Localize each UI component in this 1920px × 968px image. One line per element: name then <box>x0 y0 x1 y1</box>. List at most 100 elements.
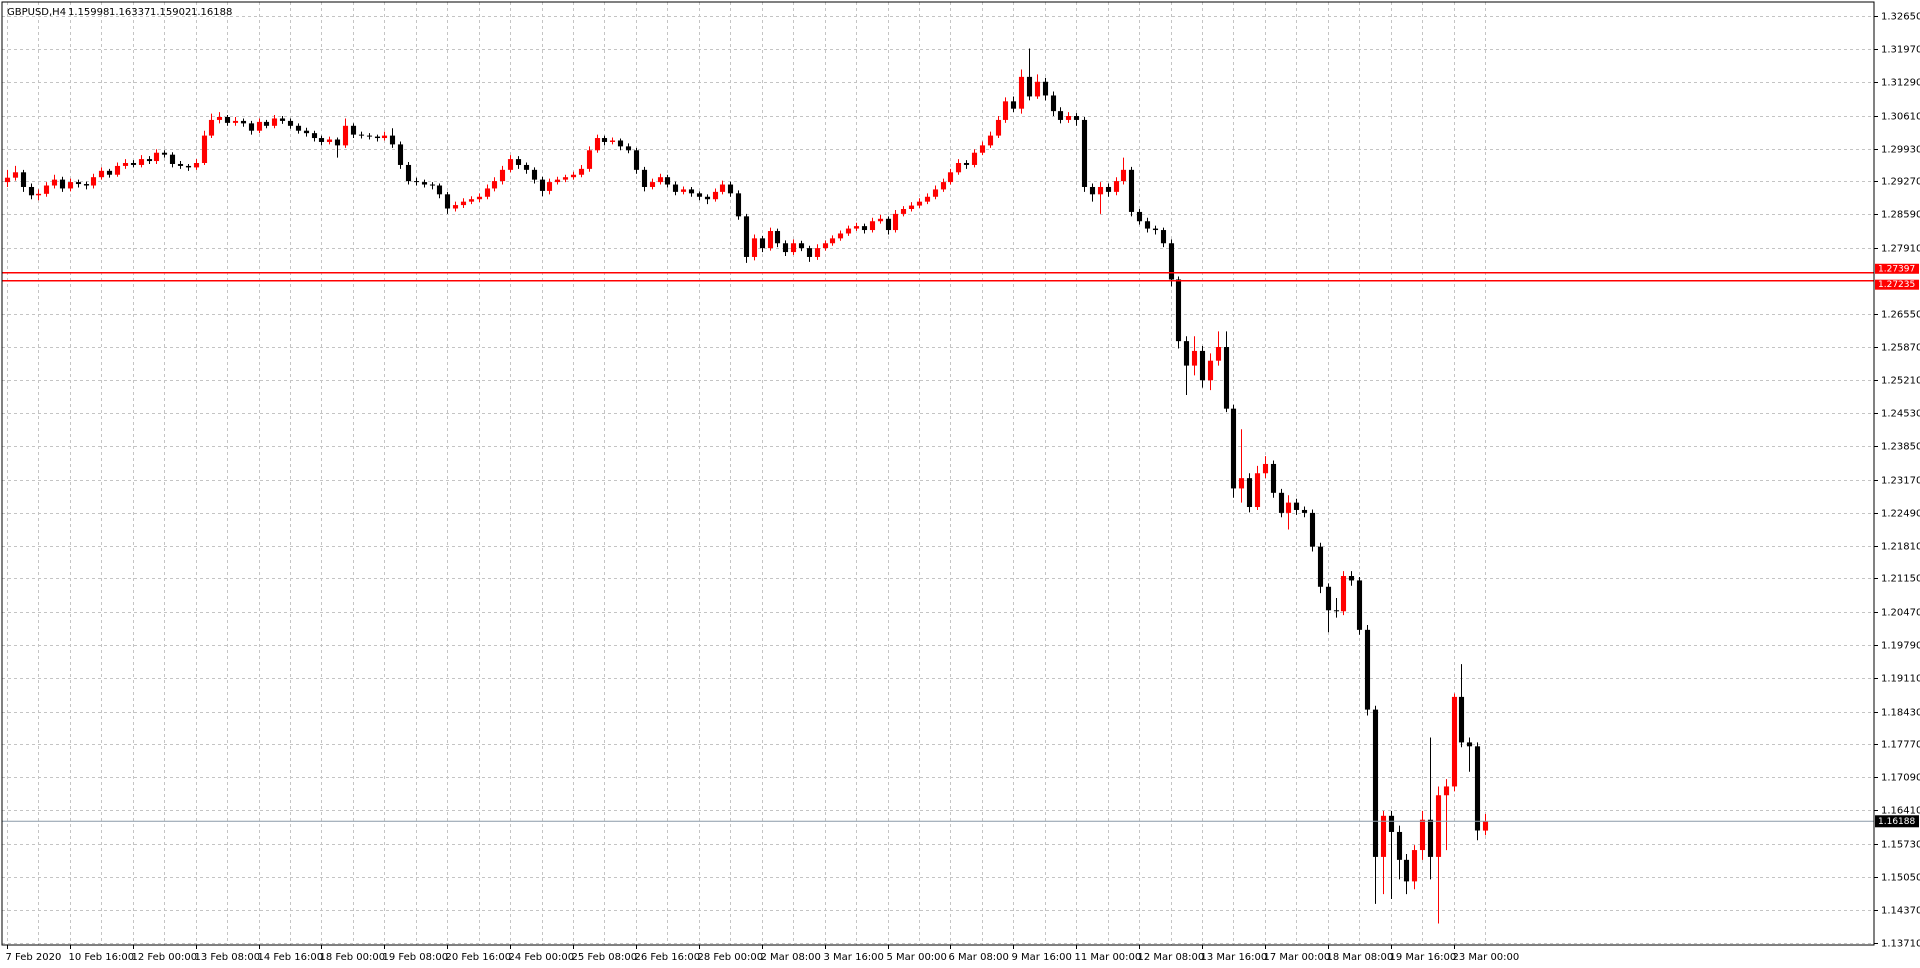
candle-body <box>153 152 160 162</box>
candle-body <box>122 163 129 166</box>
price-label: 1.16188 <box>1878 817 1915 827</box>
candle-body <box>743 216 750 257</box>
candle-body <box>1160 230 1167 244</box>
candle-body <box>161 152 168 155</box>
candle-body <box>1050 95 1057 112</box>
candle-body <box>601 138 608 142</box>
y-tick-label: 1.17770 <box>1881 740 1920 751</box>
header: GBPUSD,H4 1.15998 1.16337 1.15902 1.1618… <box>7 7 232 18</box>
x-tick-label: 5 Mar 00:00 <box>887 952 947 963</box>
candle-body <box>798 243 805 249</box>
candle-body <box>106 170 113 175</box>
candle-body <box>562 177 569 180</box>
candle-body <box>853 226 860 229</box>
candle-body <box>491 181 498 189</box>
candle-body <box>287 120 294 126</box>
candle-body <box>185 165 192 168</box>
candle-body <box>1081 119 1088 187</box>
candle-body <box>1105 186 1112 192</box>
candle-body <box>59 179 66 189</box>
candle-body <box>1152 228 1159 231</box>
y-tick-label: 1.15730 <box>1881 840 1920 851</box>
y-tick-label: 1.19110 <box>1881 674 1920 685</box>
x-tick-label: 28 Feb 00:00 <box>698 952 764 963</box>
level-label-box <box>1875 263 1919 274</box>
candle-body <box>971 152 978 165</box>
x-tick-label: 6 Mar 08:00 <box>949 952 1009 963</box>
candle-body <box>1057 111 1064 120</box>
candle-body <box>1238 478 1245 489</box>
candle-body <box>515 159 522 165</box>
candle-body <box>311 133 318 139</box>
candle-body <box>1215 347 1222 361</box>
y-tick-label: 1.26550 <box>1881 310 1920 321</box>
candle-body <box>657 177 664 183</box>
x-tick-label: 25 Feb 08:00 <box>572 952 638 963</box>
candle-body <box>334 139 341 146</box>
x-tick-label: 12 Mar 08:00 <box>1138 952 1205 963</box>
candle-body <box>20 172 27 187</box>
candle-body <box>1356 580 1363 630</box>
candle-body <box>586 150 593 169</box>
candle-body <box>1191 350 1198 366</box>
candle-body <box>617 140 624 147</box>
candle-body <box>460 201 467 206</box>
candle-body <box>1034 81 1041 97</box>
x-tick-label: 14 Feb 16:00 <box>258 952 324 963</box>
candle-body <box>224 117 231 123</box>
candle-body <box>1254 473 1261 508</box>
candle-body <box>955 163 962 173</box>
candle-body <box>539 179 546 191</box>
plot-frame <box>1 1 1875 946</box>
candle-body <box>1317 546 1324 587</box>
candle-body <box>1089 186 1096 195</box>
x-tick-label: 26 Feb 16:00 <box>635 952 701 963</box>
candle-body <box>1230 408 1237 489</box>
candle-body <box>578 168 585 175</box>
candle-body <box>240 120 247 124</box>
candle-body <box>672 184 679 192</box>
candle-body <box>358 134 365 136</box>
candle-body <box>452 205 459 209</box>
candle-body <box>1419 819 1426 851</box>
candle-body <box>908 205 915 209</box>
y-tick-label: 1.29270 <box>1881 177 1920 188</box>
x-tick-label: 18 Feb 00:00 <box>320 952 386 963</box>
x-tick-label: 20 Feb 16:00 <box>446 952 512 963</box>
candle-body <box>814 248 821 257</box>
candle-body <box>1262 463 1269 474</box>
candle-body <box>1364 629 1371 710</box>
candle-body <box>1388 815 1395 832</box>
candle-body <box>1183 341 1190 366</box>
candle-body <box>1223 347 1230 409</box>
candle-body <box>806 248 813 257</box>
candle-body <box>649 182 656 187</box>
candle-body <box>1278 492 1285 513</box>
y-tick-label: 1.20470 <box>1881 608 1920 619</box>
x-tick-label: 10 Feb 16:00 <box>69 952 135 963</box>
candles <box>2 48 1874 924</box>
x-tick-label: 19 Feb 08:00 <box>383 952 449 963</box>
candle-body <box>1466 742 1473 747</box>
y-tick-label: 1.32650 <box>1881 12 1920 23</box>
y-tick-label: 1.21150 <box>1881 574 1920 585</box>
x-tick-label: 11 Mar 00:00 <box>1075 952 1142 963</box>
x-tick-label: 12 Feb 00:00 <box>132 952 198 963</box>
y-tick-label: 1.23170 <box>1881 476 1920 487</box>
x-tick-label: 17 Mar 00:00 <box>1264 952 1331 963</box>
candle-body <box>790 243 797 253</box>
y-tick-label: 1.31970 <box>1881 45 1920 56</box>
candle-body <box>727 184 734 194</box>
y-tick-label: 1.14370 <box>1881 906 1920 917</box>
y-tick-label: 1.17090 <box>1881 773 1920 784</box>
candle-body <box>940 182 947 190</box>
candle-body <box>609 140 616 142</box>
candle-body <box>318 138 325 142</box>
candle-body <box>436 185 443 195</box>
axes: 1.32650 1.31970 1.31290 1.30610 1.29930 1.292… <box>6 12 1920 964</box>
candle-body <box>641 169 648 187</box>
candle-body <box>1128 169 1135 212</box>
candle-body <box>625 146 632 151</box>
candle-body <box>248 123 255 131</box>
